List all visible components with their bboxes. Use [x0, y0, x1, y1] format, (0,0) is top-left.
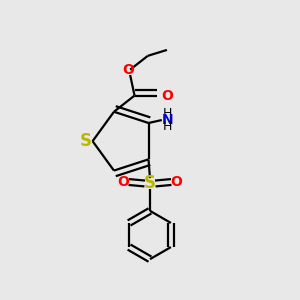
Text: S: S: [80, 132, 92, 150]
Text: O: O: [161, 88, 173, 103]
Text: H: H: [163, 107, 172, 120]
Text: N: N: [162, 113, 173, 127]
Text: O: O: [123, 63, 135, 77]
Text: S: S: [144, 175, 156, 193]
Text: O: O: [170, 175, 182, 189]
Text: O: O: [118, 175, 129, 189]
Text: H: H: [163, 120, 172, 133]
